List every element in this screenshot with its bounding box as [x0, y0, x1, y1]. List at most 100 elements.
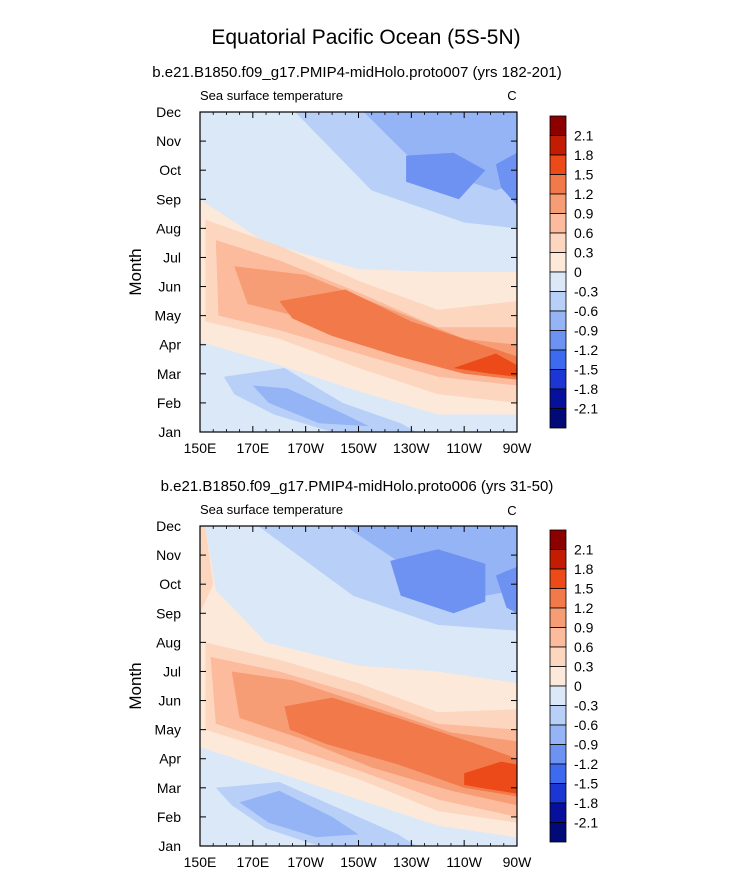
- colorbar-label: -0.3: [574, 284, 598, 300]
- colorbar-label: -2.1: [574, 401, 598, 417]
- y-tick-label: Aug: [156, 220, 181, 236]
- contour-region-4: [495, 152, 517, 206]
- colorbar-label: 0: [574, 678, 582, 694]
- y-tick-label: Dec: [156, 104, 181, 120]
- colorbar-swatch: [549, 193, 567, 214]
- panel-bottom-ylabel: Month: [126, 662, 145, 709]
- y-tick-label: Jul: [163, 249, 181, 265]
- colorbar-label: 0.9: [574, 620, 594, 636]
- contour-region-6: [223, 368, 417, 432]
- contour-region-0: [200, 526, 214, 614]
- colorbar-label: -1.2: [574, 342, 598, 358]
- colorbar-swatch: [549, 291, 567, 312]
- y-tick-label: Mar: [157, 780, 181, 796]
- colorbar-label: 1.8: [574, 147, 594, 163]
- colorbar-swatch: [549, 763, 567, 784]
- panel-top-subtitle: b.e21.B1850.f09_g17.PMIP4-midHolo.proto0…: [152, 64, 561, 81]
- colorbar-label: 0.3: [574, 245, 594, 261]
- panel-bottom-plot: 150E 170E 170W 150W 130W 110W 90W Jan Feb Mar Apr M…: [155, 518, 533, 870]
- y-tick-label: May: [155, 308, 181, 324]
- colorbar-label: -1.8: [574, 381, 598, 397]
- panel-top-colorbar: 2.1 1.8 1.5 1.2 0.9 0.6 0.3 0 -0.3 -0.6 -0.9 -1.2 -1…: [549, 115, 598, 429]
- panel-bottom-variable-label: Sea surface temperature: [200, 502, 343, 517]
- contour-region-3: [406, 152, 486, 200]
- colorbar-swatch: [549, 588, 567, 609]
- y-tick-label: Oct: [159, 162, 181, 178]
- panel-top: b.e21.B1850.f09_g17.PMIP4-midHolo.proto0…: [126, 64, 598, 456]
- colorbar-label: -0.9: [574, 737, 598, 753]
- colorbar-swatch: [549, 310, 567, 331]
- colorbar-swatch: [549, 271, 567, 292]
- panel-bottom-subtitle: b.e21.B1850.f09_g17.PMIP4-midHolo.proto0…: [161, 478, 554, 495]
- colorbar-label: 1.2: [574, 600, 594, 616]
- colorbar-label: -0.6: [574, 303, 598, 319]
- colorbar-swatch: [549, 369, 567, 390]
- colorbar-swatch: [549, 408, 567, 429]
- colorbar-label: -1.2: [574, 756, 598, 772]
- x-tick-label: 130W: [393, 440, 430, 456]
- contour-region-8: [239, 790, 359, 838]
- panel-top-variable-label: Sea surface temperature: [200, 88, 343, 103]
- colorbar-swatch: [549, 174, 567, 195]
- colorbar-label: 1.5: [574, 581, 594, 597]
- panel-bottom-colorbar: 2.1 1.8 1.5 1.2 0.9 0.6 0.3 0 -0.3 -0.6 -0.9 -1.2 -1…: [549, 529, 598, 843]
- colorbar-swatch: [549, 349, 567, 370]
- contour-region-12: [284, 697, 517, 797]
- colorbar-swatch: [549, 529, 567, 550]
- contour-region-4: [390, 549, 486, 614]
- colorbar-label: 0.3: [574, 659, 594, 675]
- colorbar-swatch: [549, 115, 567, 136]
- y-tick-label: May: [155, 722, 181, 738]
- colorbar-label: 0.9: [574, 206, 594, 222]
- colorbar-swatch: [549, 213, 567, 234]
- colorbar-label: 2.1: [574, 542, 594, 558]
- colorbar-label: -1.8: [574, 795, 598, 811]
- colorbar-label: 1.8: [574, 561, 594, 577]
- x-tick-label: 170E: [236, 854, 269, 870]
- contour-region-7: [252, 385, 370, 427]
- y-tick-label: Oct: [159, 576, 181, 592]
- x-tick-label: 150W: [340, 854, 377, 870]
- colorbar-swatch: [549, 705, 567, 726]
- x-tick-label: 90W: [503, 440, 533, 456]
- x-tick-label: 170W: [287, 440, 324, 456]
- y-tick-label: Apr: [159, 337, 181, 353]
- colorbar-swatch: [549, 607, 567, 628]
- y-tick-label: Mar: [157, 366, 181, 382]
- colorbar-swatch: [549, 744, 567, 765]
- colorbar-swatch: [549, 568, 567, 589]
- y-tick-label: Jan: [158, 838, 181, 854]
- colorbar-swatch: [549, 330, 567, 351]
- panel-top-ylabel: Month: [126, 248, 145, 295]
- panel-top-plot: 150E 170E 170W 150W 130W 110W 90W Jan Feb Mar Apr M…: [155, 104, 533, 456]
- x-tick-label: 150E: [184, 440, 217, 456]
- y-tick-label: Jan: [158, 424, 181, 440]
- x-tick-label: 150W: [340, 440, 377, 456]
- colorbar-label: 1.5: [574, 167, 594, 183]
- colorbar-label: 0.6: [574, 225, 594, 241]
- x-tick-label: 170W: [287, 854, 324, 870]
- y-tick-label: Nov: [156, 547, 181, 563]
- colorbar-label: -2.1: [574, 815, 598, 831]
- colorbar-label: 1.2: [574, 186, 594, 202]
- colorbar-label: 0: [574, 264, 582, 280]
- colorbar-swatch: [549, 724, 567, 745]
- colorbar-swatch: [549, 154, 567, 175]
- colorbar-swatch: [549, 627, 567, 648]
- y-tick-label: Feb: [157, 395, 181, 411]
- panel-bottom: b.e21.B1850.f09_g17.PMIP4-midHolo.proto0…: [126, 478, 598, 870]
- colorbar-label: -0.3: [574, 698, 598, 714]
- x-tick-label: 170E: [236, 440, 269, 456]
- x-tick-label: 110W: [446, 440, 482, 456]
- colorbar-swatch: [549, 646, 567, 667]
- colorbar-swatch: [549, 783, 567, 804]
- y-tick-label: Nov: [156, 133, 181, 149]
- y-tick-label: Dec: [156, 518, 181, 534]
- x-tick-label: 110W: [446, 854, 482, 870]
- contour-region-11: [279, 289, 517, 380]
- y-tick-label: Jun: [158, 693, 181, 709]
- x-tick-label: 130W: [393, 854, 430, 870]
- colorbar-label: 0.6: [574, 639, 594, 655]
- colorbar-swatch: [549, 252, 567, 273]
